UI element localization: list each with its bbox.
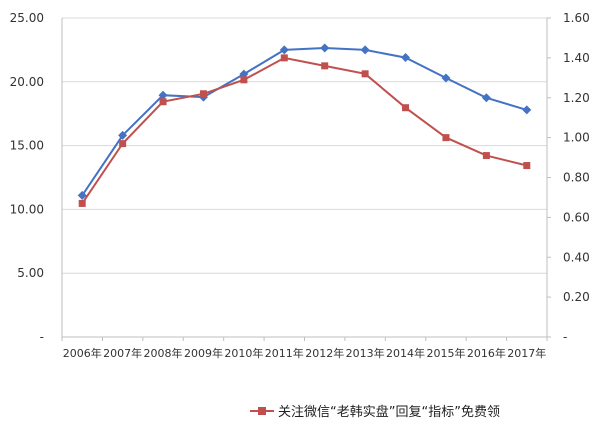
legend: 关注微信“老韩实盘”回复“指标”免费领 (250, 404, 500, 420)
series-line-1 (81, 46, 528, 196)
series-1-point (401, 53, 411, 63)
series-1-point (77, 190, 87, 200)
x-tick-label: 2008年 (144, 346, 183, 360)
series-2-point (199, 90, 207, 98)
x-tick-label: 2016年 (467, 346, 506, 360)
legend-marker (258, 407, 266, 415)
x-tick-label: 2015年 (426, 346, 465, 360)
x-tick-label: 2007年 (103, 346, 142, 360)
x-tick-label: 2014年 (386, 346, 425, 360)
series-2-point (482, 152, 490, 160)
right-tick-label: 0.20 (563, 290, 590, 304)
right-axis-ticks: - 0.20 0.40 0.60 0.80 1.00 1.20 1.40 1.60 (547, 11, 590, 344)
left-axis-ticks: - 5.00 10.00 15.00 20.00 25.00 (10, 11, 44, 344)
right-tick-label: 1.40 (563, 51, 590, 65)
series-group (77, 43, 532, 207)
x-tick-label: 2013年 (346, 346, 385, 360)
x-axis-ticks: 2006年 2007年 2008年 2009年 2010年 2011年 2012年 2013年… (61, 337, 548, 360)
x-tick-label: 2009年 (184, 346, 223, 360)
right-tick-label: 1.20 (563, 91, 590, 105)
right-tick-label: - (563, 330, 567, 344)
series-2-point (523, 162, 531, 170)
series-2-point (240, 76, 248, 84)
series-1-point (360, 45, 370, 55)
left-tick-label: 15.00 (10, 139, 44, 153)
series-line-2 (81, 56, 528, 204)
watermark-text: 关注微信“老韩实盘”回复“指标”免费领 (278, 404, 500, 420)
x-tick-label: 2011年 (265, 346, 304, 360)
left-tick-label: 10.00 (10, 202, 44, 216)
series-1-point (158, 90, 168, 100)
series-2-point (442, 134, 450, 142)
series-1-point (441, 73, 451, 83)
x-tick-label: 2006年 (63, 346, 102, 360)
right-tick-label: 0.80 (563, 171, 590, 185)
series-2-point (119, 140, 127, 148)
series-2-point (402, 104, 410, 112)
right-tick-label: 1.60 (563, 11, 590, 25)
grid-lines (62, 17, 547, 274)
left-tick-label: 20.00 (10, 75, 44, 89)
series-2-point (321, 62, 329, 70)
right-tick-label: 0.60 (563, 210, 590, 224)
series-2-point (280, 54, 288, 62)
series-1-point (522, 105, 532, 115)
axes (61, 18, 548, 338)
right-tick-label: 0.40 (563, 250, 590, 264)
series-1-point (320, 43, 330, 53)
left-tick-label: 25.00 (10, 11, 44, 25)
series-2-point (361, 70, 369, 78)
right-tick-label: 1.00 (563, 131, 590, 145)
left-tick-label: 5.00 (17, 266, 44, 280)
series-1-point (118, 130, 128, 140)
series-2-point (159, 98, 167, 106)
x-tick-label: 2017年 (507, 346, 546, 360)
left-tick-label: - (40, 330, 44, 344)
series-1-point (481, 93, 491, 103)
x-tick-label: 2010年 (224, 346, 263, 360)
series-1-point (279, 45, 289, 55)
series-2-point (78, 199, 86, 207)
x-tick-label: 2012年 (305, 346, 344, 360)
